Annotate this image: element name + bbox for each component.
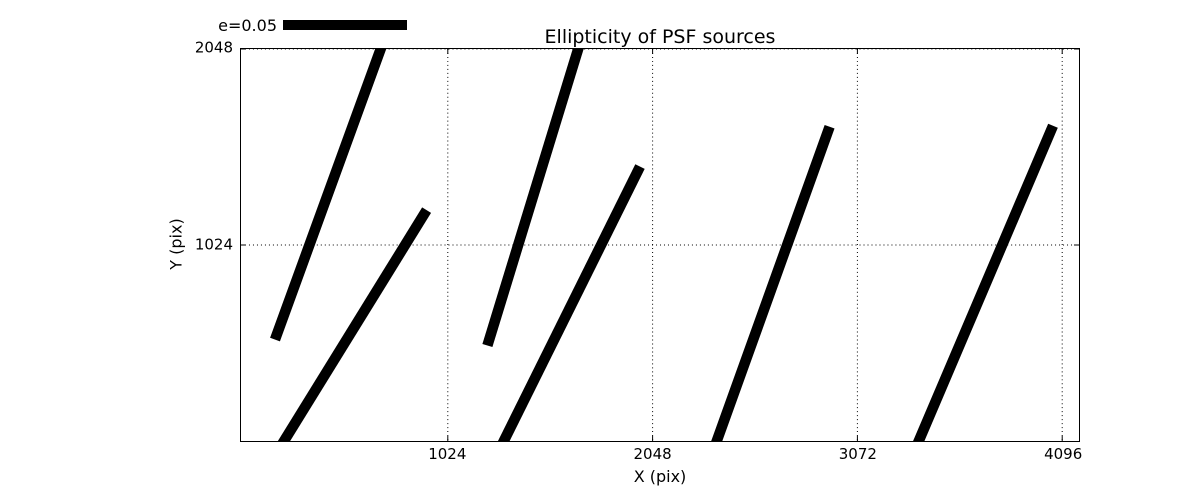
chart-title: Ellipticity of PSF sources xyxy=(544,26,776,48)
whisker-segment xyxy=(482,49,584,348)
whisker-segment xyxy=(277,207,432,441)
plot-canvas xyxy=(241,49,1079,441)
x-tick-label: 4096 xyxy=(1044,445,1083,463)
y-tick-label: 1024 xyxy=(194,235,233,254)
x-tick-label: 2048 xyxy=(633,445,672,463)
x-axis-label: X (pix) xyxy=(633,467,687,486)
plot-area xyxy=(240,48,1080,442)
x-tick-label: 3072 xyxy=(838,445,877,463)
whisker-segment xyxy=(711,124,835,441)
whisker-segment xyxy=(270,49,387,342)
legend-scale-bar xyxy=(283,20,407,30)
legend-label: e=0.05 xyxy=(218,16,277,35)
whisker-segment xyxy=(913,123,1058,441)
whisker-segment xyxy=(497,164,645,441)
y-axis-label: Y (pix) xyxy=(166,218,186,270)
y-tick-label: 2048 xyxy=(194,38,233,57)
x-tick-label: 1024 xyxy=(428,445,467,463)
